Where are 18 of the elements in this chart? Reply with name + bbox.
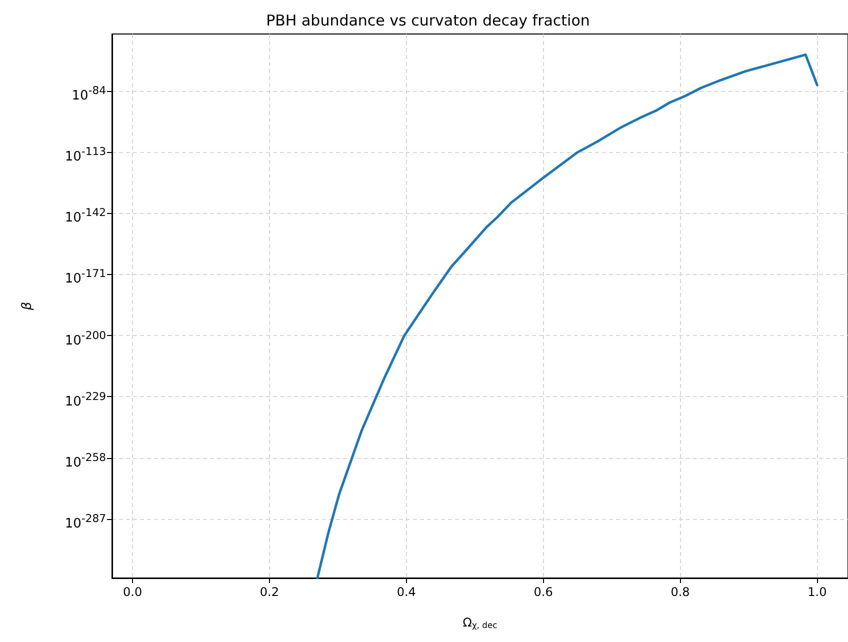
y-tick-label: 10$^{-142}$ bbox=[64, 205, 106, 228]
y-axis-title: β bbox=[20, 302, 35, 312]
x-tick-label: 0.0 bbox=[122, 585, 142, 599]
x-tick-label: 0.4 bbox=[396, 585, 416, 599]
y-tick-label: 10$^{-171}$ bbox=[64, 266, 106, 289]
line-series bbox=[316, 53, 818, 580]
x-tick-label: 0.8 bbox=[670, 585, 690, 599]
y-tick-label: 10$^{-84}$ bbox=[72, 82, 106, 106]
y-tick-label: 10$^{-200}$ bbox=[64, 328, 106, 350]
x-tick-label: 0.2 bbox=[260, 585, 280, 599]
x-tick-label: 1.0 bbox=[808, 585, 827, 599]
y-tick-label: 10$^{-229}$ bbox=[64, 388, 106, 411]
x-tick-label: 0.6 bbox=[534, 585, 553, 599]
y-tick-label: 10$^{-258}$ bbox=[64, 450, 106, 472]
x-axis-title: Ωχ, dec bbox=[462, 615, 498, 630]
y-tick-label: 10$^{-287}$ bbox=[64, 510, 106, 534]
y-tick-label: 10$^{-113}$ bbox=[64, 144, 106, 166]
chart-title: PBH abundance vs curvaton decay fraction bbox=[266, 12, 590, 30]
